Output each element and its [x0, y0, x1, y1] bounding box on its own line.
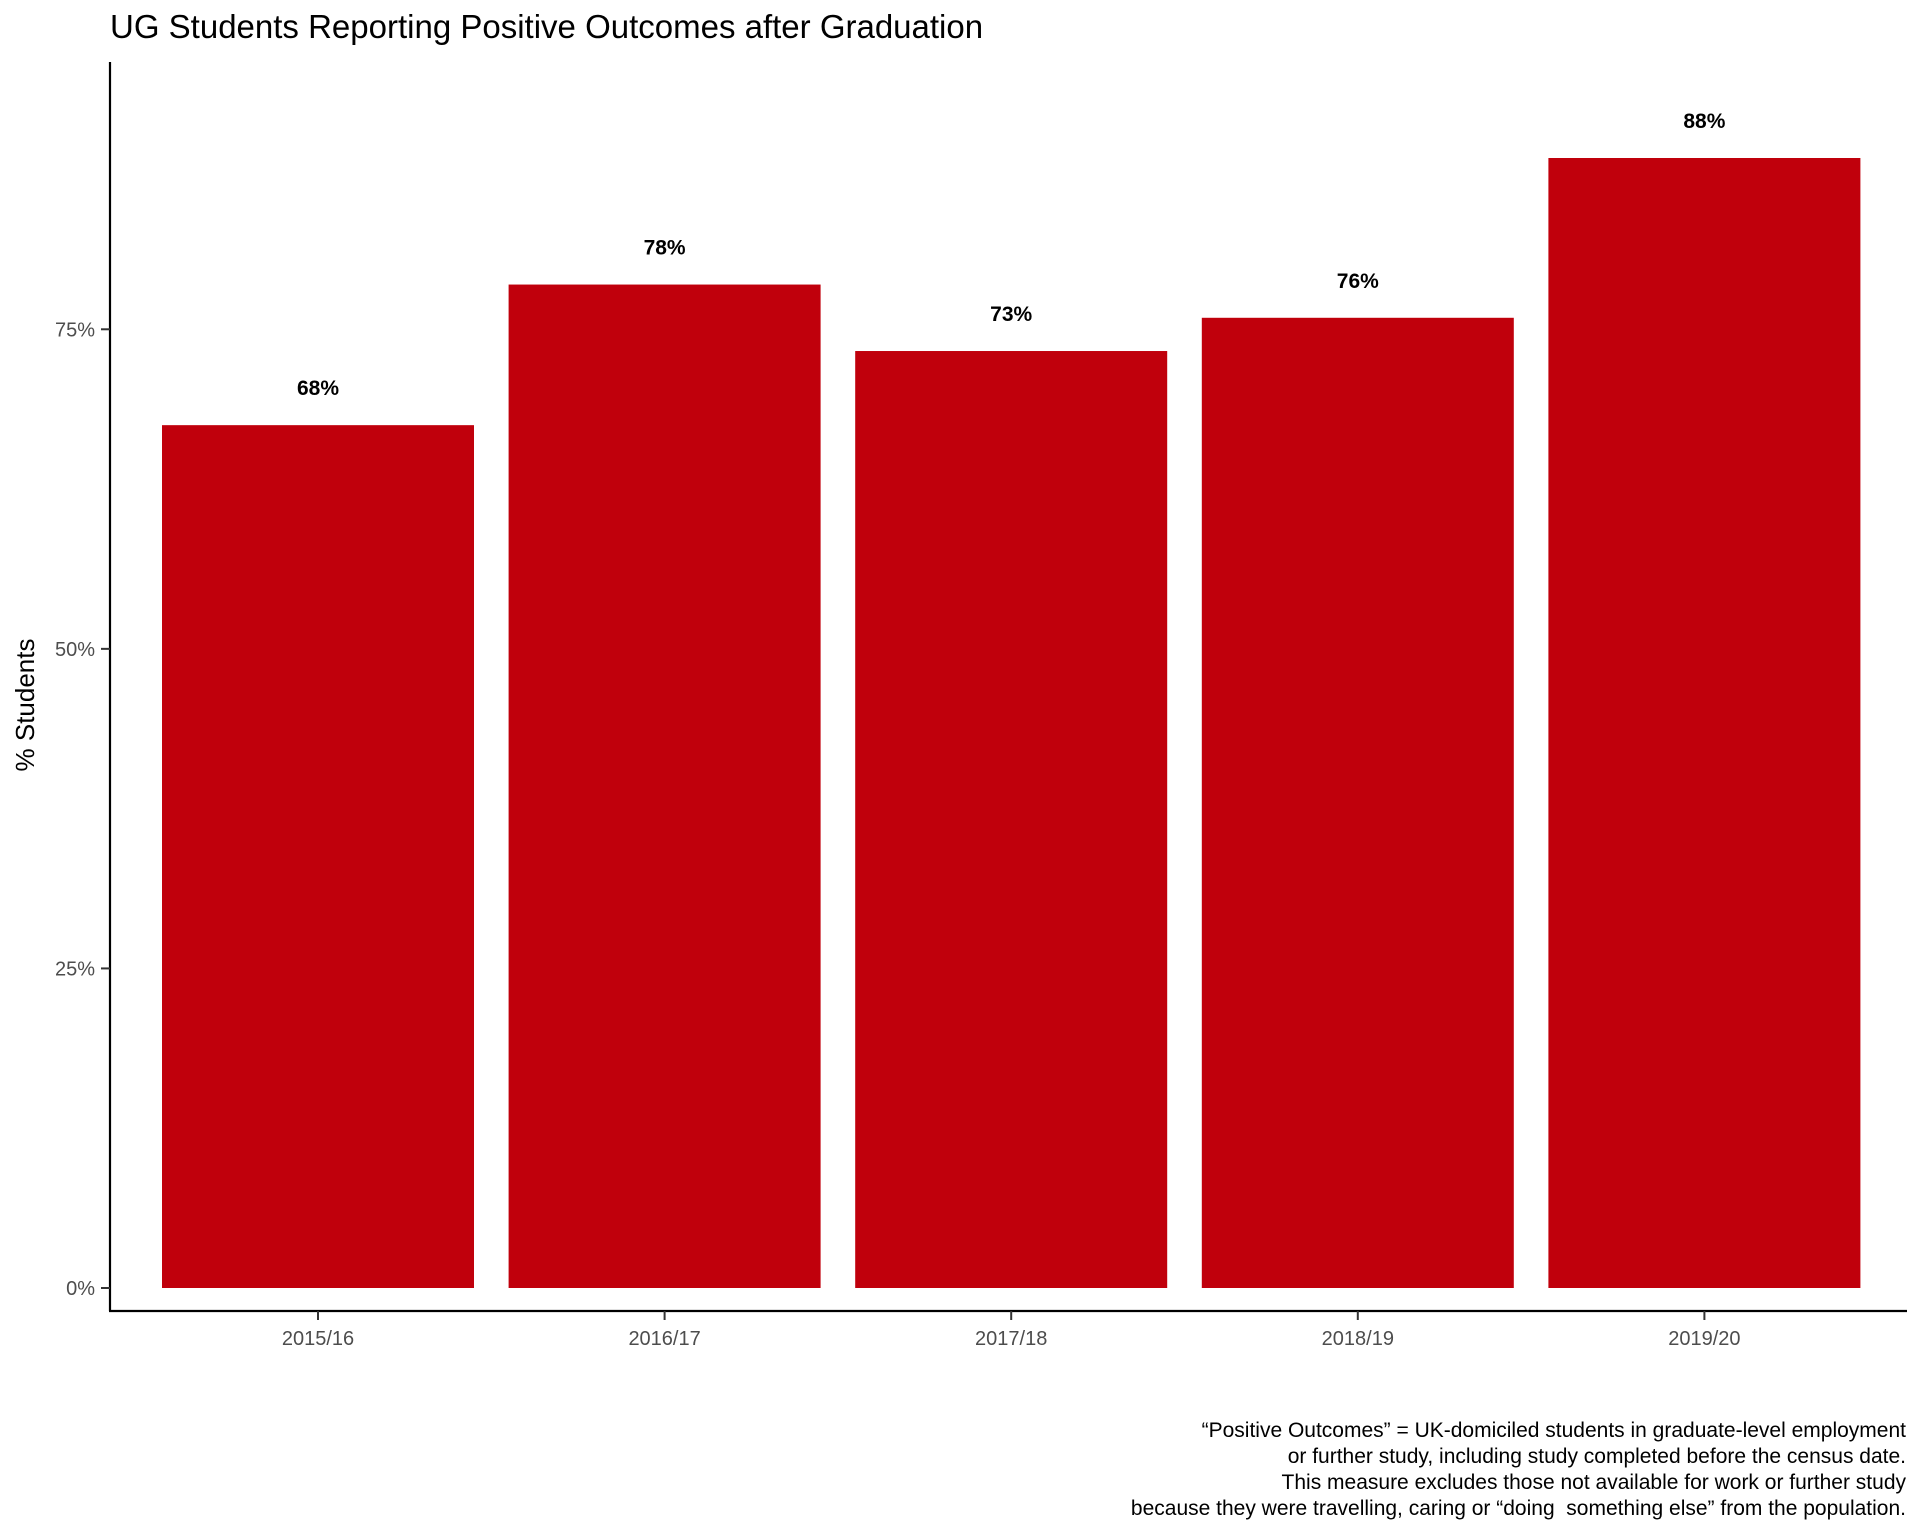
y-axis-title: % Students — [10, 639, 40, 772]
bar-2019-20 — [1548, 158, 1861, 1288]
bar-2015-16 — [162, 425, 474, 1288]
bar-2018-19 — [1201, 317, 1514, 1289]
y-tick-label: 50% — [55, 639, 95, 661]
x-tick-label: 2017/18 — [975, 1328, 1047, 1350]
bar-labels-group: 68% 78% 73% 76% 88% — [297, 110, 1726, 400]
bar-value-label: 78% — [644, 237, 686, 260]
bar-value-label: 88% — [1683, 110, 1725, 133]
bar-value-label: 76% — [1337, 270, 1379, 293]
x-tick-label: 2015/16 — [282, 1328, 354, 1350]
y-tick-label: 75% — [55, 319, 95, 341]
bar-2017-18 — [855, 351, 1168, 1288]
bars-group — [162, 158, 1861, 1289]
caption-line: “Positive Outcomes” = UK-domiciled stude… — [1201, 1419, 1906, 1442]
x-tick-label: 2016/17 — [628, 1328, 700, 1350]
caption-line: or further study, including study comple… — [1287, 1445, 1906, 1468]
chart-title: UG Students Reporting Positive Outcomes … — [110, 8, 983, 45]
x-tick-label: 2019/20 — [1668, 1328, 1740, 1350]
chart-caption: “Positive Outcomes” = UK-domiciled stude… — [806, 1418, 1906, 1522]
bar-value-label: 73% — [990, 303, 1032, 326]
caption-line: This measure excludes those not availabl… — [1281, 1471, 1906, 1494]
bar-2016-17 — [508, 284, 821, 1288]
y-tick-label: 0% — [66, 1278, 95, 1300]
caption-line: because they were travelling, caring or … — [1130, 1497, 1906, 1520]
x-tick-label: 2018/19 — [1322, 1328, 1394, 1350]
y-ticks-group: 0% 25% 50% 75% — [55, 319, 110, 1300]
x-ticks-group: 2015/16 2016/17 2017/18 2018/19 2019/20 — [282, 1311, 1741, 1350]
y-tick-label: 25% — [55, 958, 95, 980]
bar-value-label: 68% — [297, 377, 339, 400]
